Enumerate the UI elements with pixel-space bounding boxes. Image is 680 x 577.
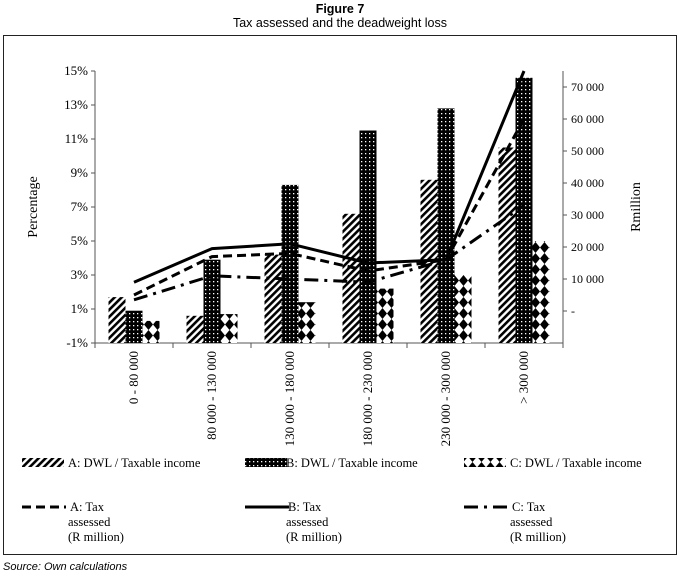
legend-swatch-dense [245, 458, 287, 467]
bar-diamond [220, 314, 238, 343]
axes [91, 70, 567, 348]
bar-diagonal [342, 213, 360, 343]
x-tick-label: 0 - 80 000 [126, 351, 141, 404]
legend-label: C: Tax [512, 500, 546, 514]
y2-tick-label: 70 000 [571, 80, 604, 94]
legend-label: assessed [68, 515, 111, 529]
bar-diamond [532, 241, 550, 343]
y-tick-label: 5% [71, 233, 89, 248]
y-tick-label: 9% [71, 165, 89, 180]
legend-swatch-diamond [464, 458, 506, 467]
bar-diagonal [498, 147, 516, 343]
y2-tick-label: 40 000 [571, 176, 604, 190]
labels-layer: 15% 13% 11% 9% 7% 5% 3% 1% -1% 70 000 60 000 50 000… [26, 63, 644, 446]
legend-label: (R million) [68, 530, 124, 544]
legend-label: A: DWL / Taxable income [68, 456, 201, 470]
y-tick-label: 15% [64, 63, 88, 78]
bar-diagonal [186, 315, 204, 343]
y2-tick-label: - [571, 304, 575, 318]
legend-label: (R million) [510, 530, 566, 544]
figure-label: Figure 7 [315, 2, 365, 16]
y2-tick-label: 30 000 [571, 208, 604, 222]
y2-tick-label: 20 000 [571, 240, 604, 254]
legend-label: assessed [510, 515, 553, 529]
bar-diamond [142, 320, 160, 343]
legend: A: DWL / Taxable income B: DWL / Taxable … [22, 456, 642, 544]
legend-label: (R million) [286, 530, 342, 544]
line-solid [133, 70, 526, 284]
y2-tick-label: 60 000 [571, 112, 604, 126]
legend-label: assessed [286, 515, 329, 529]
y-tick-label: 11% [65, 131, 89, 146]
y2-tick-label: 50 000 [571, 144, 604, 158]
bar-diagonal [108, 297, 126, 343]
y-tick-label: 7% [71, 199, 89, 214]
y-tick-label: 1% [71, 301, 89, 316]
chart-frame [3, 35, 677, 555]
bar-dense [515, 77, 533, 344]
y-tick-label: 13% [64, 97, 88, 112]
x-tick-label: 230 000 - 300 000 [438, 351, 453, 446]
y-axis-title: Percentage [26, 176, 41, 237]
line-dash [133, 118, 526, 297]
legend-label: A: Tax [70, 500, 105, 514]
bar-diamond [454, 275, 472, 343]
x-tick-label: 130 000 - 180 000 [282, 351, 297, 446]
legend-label: B: Tax [288, 500, 322, 514]
y-tick-label: 3% [71, 267, 89, 282]
bar-dense [125, 310, 143, 343]
x-tick-label: 80 000 - 130 000 [204, 351, 219, 440]
bar-dense [359, 130, 377, 343]
legend-label: B: DWL / Taxable income [286, 456, 418, 470]
bar-diamond [298, 302, 316, 343]
legend-swatch-diagonal [22, 458, 64, 467]
x-tick-label: > 300 000 [516, 351, 531, 404]
bar-diamond [376, 288, 394, 343]
lines-layer [133, 70, 526, 302]
bar-dense [203, 259, 221, 343]
line-dashdot [133, 204, 525, 302]
bar-diagonal [264, 254, 282, 343]
y2-axis-title: Rmillion [629, 182, 644, 232]
y-tick-label: -1% [66, 335, 88, 350]
figure-title: Tax assessed and the deadweight loss [232, 16, 448, 30]
y2-tick-label: 10 000 [571, 272, 604, 286]
source-note: Source: Own calculations [3, 561, 128, 573]
legend-label: C: DWL / Taxable income [510, 456, 642, 470]
bar-dense [281, 184, 299, 343]
bar-dense [437, 108, 455, 344]
bars-layer [108, 77, 550, 344]
x-tick-label: 180 000 - 230 000 [360, 351, 375, 446]
